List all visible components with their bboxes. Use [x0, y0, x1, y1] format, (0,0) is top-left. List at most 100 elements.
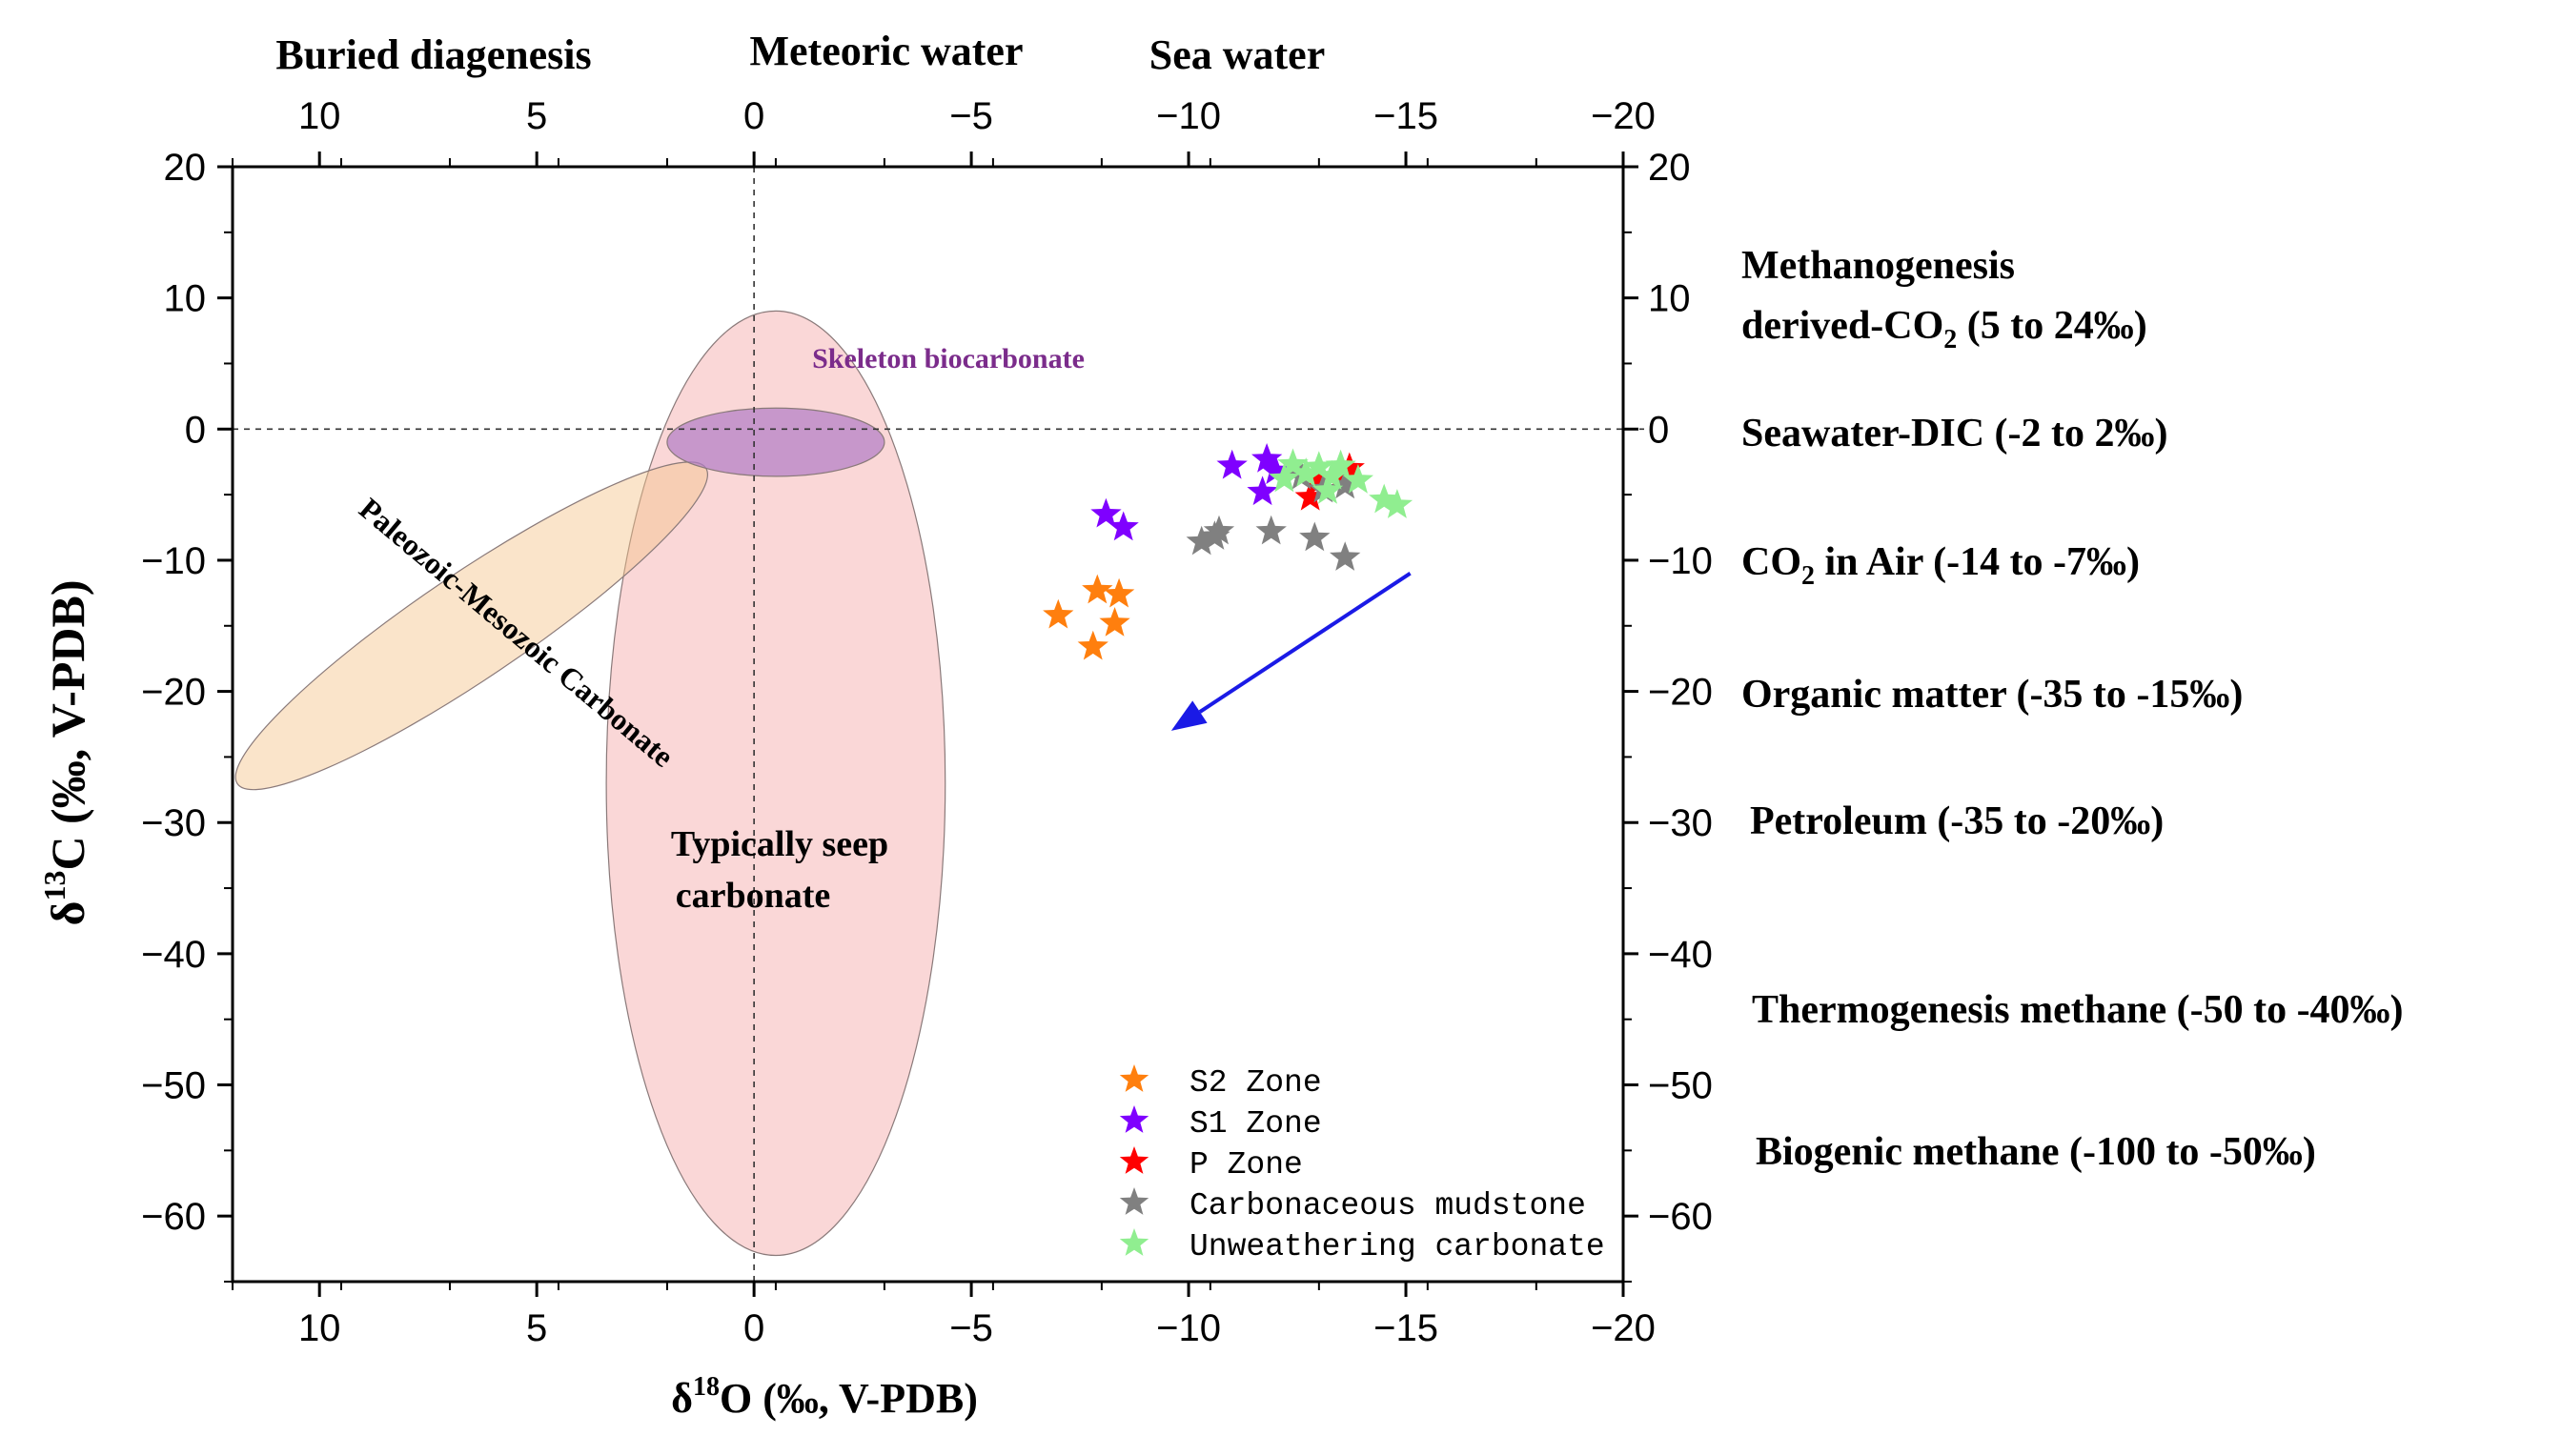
guide-lines [233, 167, 1644, 1282]
trend-arrow-head [1170, 700, 1208, 731]
point-carbonaceous-mudstone-2 [1203, 515, 1235, 545]
y-tick-label-left: −20 [141, 672, 206, 714]
x-tick-label-top: 5 [526, 95, 547, 137]
thermogenesis-label: Thermogenesis methane (-50 to -40‰) [1752, 988, 2404, 1032]
y-tick-label-right: 20 [1648, 147, 1691, 189]
point-s1-zone-5 [1260, 455, 1291, 485]
trend-arrow-shaft [1198, 572, 1412, 714]
y-tick-label-left: −30 [141, 802, 206, 844]
legend-label: P Zone [1190, 1147, 1303, 1183]
legend-label: S2 Zone [1190, 1065, 1322, 1101]
y-tick-label-right: −20 [1648, 672, 1713, 714]
x-tick-label-bottom: −5 [949, 1307, 993, 1349]
x-tick-label-top: 10 [298, 95, 341, 137]
legend-label: Unweathering carbonate [1190, 1229, 1605, 1264]
y-tick-label-right: −50 [1648, 1065, 1713, 1107]
y-tick-label-left: −50 [141, 1065, 206, 1107]
legend-marker [1119, 1146, 1149, 1174]
point-unweathering-carbonate-3 [1316, 459, 1348, 490]
petroleum-label: Petroleum (-35 to -20‰) [1750, 799, 2164, 843]
point-unweathering-carbonate-2 [1303, 451, 1334, 480]
biogenic-label: Biogenic methane (-100 to -50‰) [1756, 1130, 2316, 1174]
legend-label: S1 Zone [1190, 1106, 1322, 1142]
x-tick-label-top: −15 [1373, 95, 1438, 137]
regions-layer [234, 310, 946, 1257]
y-tick-label-left: 20 [164, 147, 207, 189]
point-s1-zone-4 [1247, 475, 1278, 506]
skeleton-label: Skeleton biocarbonate [812, 343, 1085, 374]
y-axis-title: δ13C (‰, V-PDB) [37, 579, 94, 925]
point-p-zone-2 [1333, 452, 1365, 482]
seep-label-line1: Typically seep [671, 824, 888, 864]
top-label-buried: Buried diagenesis [275, 31, 591, 78]
point-s2-zone-1 [1082, 574, 1113, 604]
point-carbonaceous-mudstone-8 [1330, 469, 1361, 499]
y-tick-label-left: −60 [141, 1196, 206, 1238]
x-tick-label-bottom: 10 [298, 1307, 341, 1349]
legend-marker [1119, 1187, 1149, 1215]
point-unweathering-carbonate-9 [1312, 475, 1344, 504]
point-p-zone-3 [1303, 465, 1334, 495]
legend-marker [1119, 1064, 1149, 1092]
point-p-zone-0 [1294, 480, 1326, 511]
y-tick-label-right: 10 [1648, 278, 1691, 320]
methanogenesis-line1: Methanogenesis [1741, 244, 2015, 288]
y-tick-label-right: 0 [1648, 409, 1669, 451]
y-tick-label-left: −10 [141, 540, 206, 582]
point-unweathering-carbonate-4 [1325, 449, 1356, 479]
point-s2-zone-3 [1099, 607, 1130, 637]
point-s2-zone-4 [1077, 630, 1108, 660]
top-label-meteoric: Meteoric water [749, 28, 1023, 74]
seep-label-line2: carbonate [676, 876, 831, 916]
y-tick-label-right: −10 [1648, 540, 1713, 582]
legend-label: Carbonaceous mudstone [1190, 1188, 1586, 1223]
methanogenesis-line2: derived-CO2 (5 to 24‰) [1741, 304, 2147, 354]
x-tick-label-top: 0 [743, 95, 764, 137]
co2-air-label: CO2 in Air (-14 to -7‰) [1741, 540, 2140, 591]
x-tick-label-bottom: −10 [1156, 1307, 1221, 1349]
x-tick-label-bottom: −15 [1373, 1307, 1438, 1349]
points-layer [1043, 443, 1413, 731]
point-unweathering-carbonate-6 [1369, 483, 1400, 514]
point-carbonaceous-mudstone-3 [1255, 515, 1287, 545]
point-s2-zone-0 [1043, 598, 1074, 629]
point-s1-zone-1 [1108, 511, 1139, 541]
y-tick-label-right: −40 [1648, 934, 1713, 976]
point-s1-zone-3 [1251, 443, 1283, 473]
y-tick-label-left: −40 [141, 934, 206, 976]
y-tick-label-right: −60 [1648, 1196, 1713, 1238]
right-panel: Methanogenesis derived-CO2 (5 to 24‰) Se… [1741, 244, 2404, 1174]
x-tick-label-bottom: −20 [1591, 1307, 1656, 1349]
point-s1-zone-2 [1216, 449, 1248, 479]
point-unweathering-carbonate-0 [1277, 448, 1309, 478]
top-label-sea: Sea water [1149, 31, 1326, 78]
axes-layer: 10 10 5 5 0 0 −5 −5 −10 −10 −15 −15 −20 −20 20 20 10 10 0 0… [141, 95, 1713, 1349]
point-unweathering-carbonate-5 [1342, 464, 1373, 494]
point-carbonaceous-mudstone-5 [1330, 541, 1361, 571]
x-tick-label-bottom: 0 [743, 1307, 764, 1349]
region-typically-seep-carbonate [605, 310, 946, 1257]
y-tick-label-right: −30 [1648, 802, 1713, 844]
point-s2-zone-2 [1103, 577, 1135, 608]
legend: S2 Zone S1 Zone P Zone Carbonaceous mudston… [1119, 1064, 1605, 1264]
organic-matter-label: Organic matter (-35 to -15‰) [1741, 673, 2243, 717]
seawater-dic-label: Seawater-DIC (-2 to 2‰) [1741, 412, 2167, 455]
point-unweathering-carbonate-1 [1291, 457, 1322, 487]
plot-frame [231, 165, 1625, 1284]
legend-marker [1119, 1105, 1149, 1133]
point-unweathering-carbonate-8 [1269, 462, 1300, 493]
legend-marker [1119, 1228, 1149, 1256]
x-tick-label-top: −20 [1591, 95, 1656, 137]
x-tick-label-top: −5 [949, 95, 993, 137]
point-s1-zone-0 [1090, 497, 1122, 528]
region-skeleton-biocarbonate [666, 407, 885, 477]
x-tick-label-bottom: 5 [526, 1307, 547, 1349]
x-tick-label-top: −10 [1156, 95, 1221, 137]
y-tick-label-left: 10 [164, 278, 207, 320]
x-axis-title: δ18O (‰, V-PDB) [671, 1372, 978, 1422]
point-carbonaceous-mudstone-0 [1186, 525, 1217, 556]
point-carbonaceous-mudstone-4 [1299, 521, 1331, 552]
point-unweathering-carbonate-7 [1381, 489, 1413, 518]
y-tick-label-left: 0 [185, 409, 206, 451]
